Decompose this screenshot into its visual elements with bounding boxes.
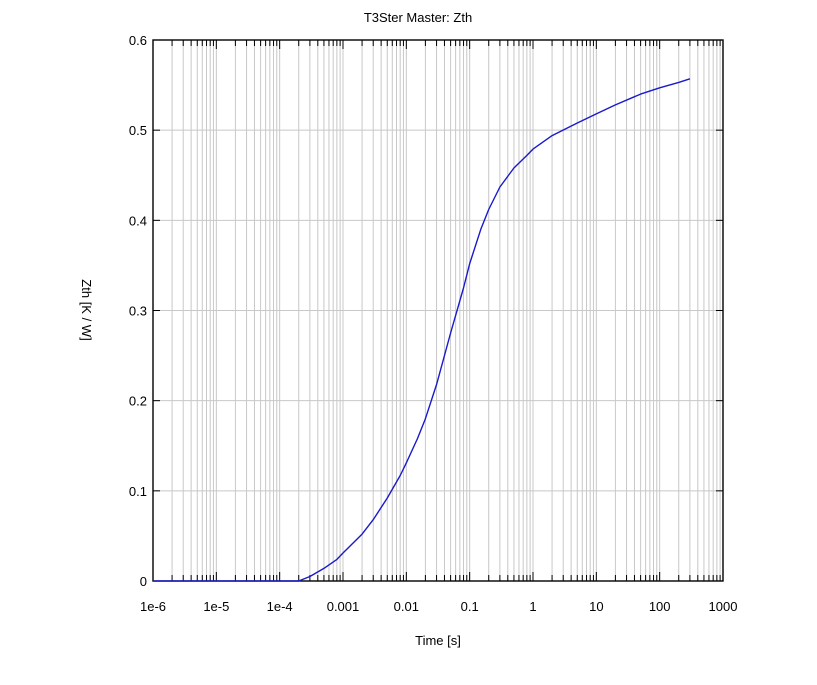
x-tick-label: 1e-6	[140, 599, 166, 614]
y-tick-label: 0.2	[129, 394, 147, 409]
tick-labels: 1e-6 1e-5 1e-4 0.001 0.01 0.1 1 10 100 1000 0 0.1 0.…	[129, 33, 738, 614]
x-tick-label: 0.001	[327, 599, 360, 614]
x-tick-label: 0.01	[394, 599, 419, 614]
x-tick-label: 1	[529, 599, 536, 614]
y-tick-label: 0.4	[129, 213, 147, 228]
y-tick-label: 0.1	[129, 484, 147, 499]
y-axis-label: Zth [K / W]	[79, 279, 94, 340]
x-tick-label: 10	[589, 599, 603, 614]
ticks	[152, 39, 723, 582]
grid	[152, 39, 723, 582]
y-tick-label: 0.5	[129, 123, 147, 138]
x-axis-label: Time [s]	[415, 633, 461, 648]
x-tick-label: 1e-4	[267, 599, 293, 614]
x-tick-label: 0.1	[461, 599, 479, 614]
x-tick-label: 100	[649, 599, 671, 614]
y-tick-label: 0	[140, 574, 147, 589]
y-tick-label: 0.3	[129, 304, 147, 319]
x-tick-label: 1e-5	[203, 599, 229, 614]
x-tick-label: 1000	[709, 599, 738, 614]
zth-curve	[153, 78, 691, 582]
chart-title: T3Ster Master: Zth	[364, 10, 472, 25]
series-lines	[153, 78, 691, 582]
y-tick-label: 0.6	[129, 33, 147, 48]
